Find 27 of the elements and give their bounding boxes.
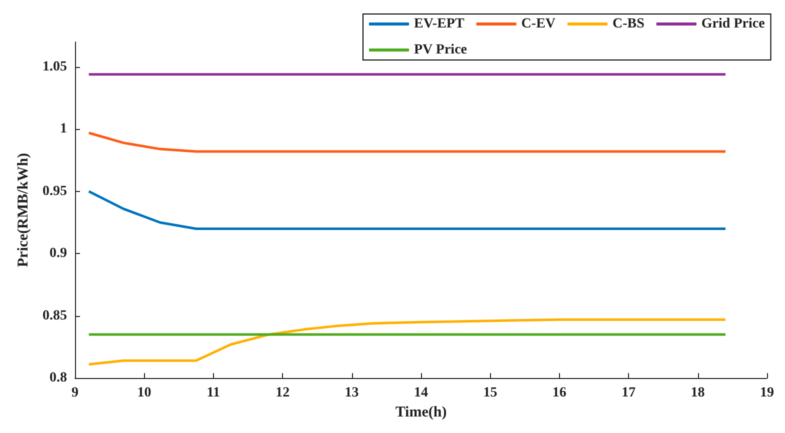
legend-label: C-EV [521, 16, 556, 32]
x-tick-label: 17 [622, 386, 636, 401]
x-tick-label: 19 [760, 386, 774, 401]
x-tick-label: 18 [690, 386, 705, 401]
line-series [88, 318, 727, 366]
x-axis-title: Time(h) [395, 404, 447, 420]
legend-label: EV-EPT [414, 16, 465, 32]
y-tick-label: 0.9 [50, 246, 67, 262]
x-tick-label: 11 [206, 386, 220, 401]
legend-label: PV Price [414, 42, 467, 58]
x-tick-label: 16 [552, 386, 566, 401]
y-tick-label: 0.85 [42, 308, 67, 324]
x-tick-label: 13 [344, 386, 359, 401]
x-tick-label: 10 [137, 386, 152, 401]
line-series [88, 190, 727, 230]
legend-label: Grid Price [701, 16, 765, 32]
legend-label: C-BS [612, 16, 645, 32]
x-tick-label: 14 [414, 386, 428, 401]
x-tick-label: 15 [483, 386, 498, 401]
y-tick-label: 1.05 [42, 59, 67, 74]
line-series [88, 132, 727, 153]
x-tick-label: 12 [276, 386, 290, 401]
x-tick-label: 9 [72, 386, 78, 401]
y-axis-title: Price(RMB/kWh) [16, 152, 32, 268]
y-tick-label: 1 [60, 122, 67, 137]
y-tick-label: 0.8 [50, 370, 67, 386]
y-tick-label: 0.95 [42, 184, 67, 199]
